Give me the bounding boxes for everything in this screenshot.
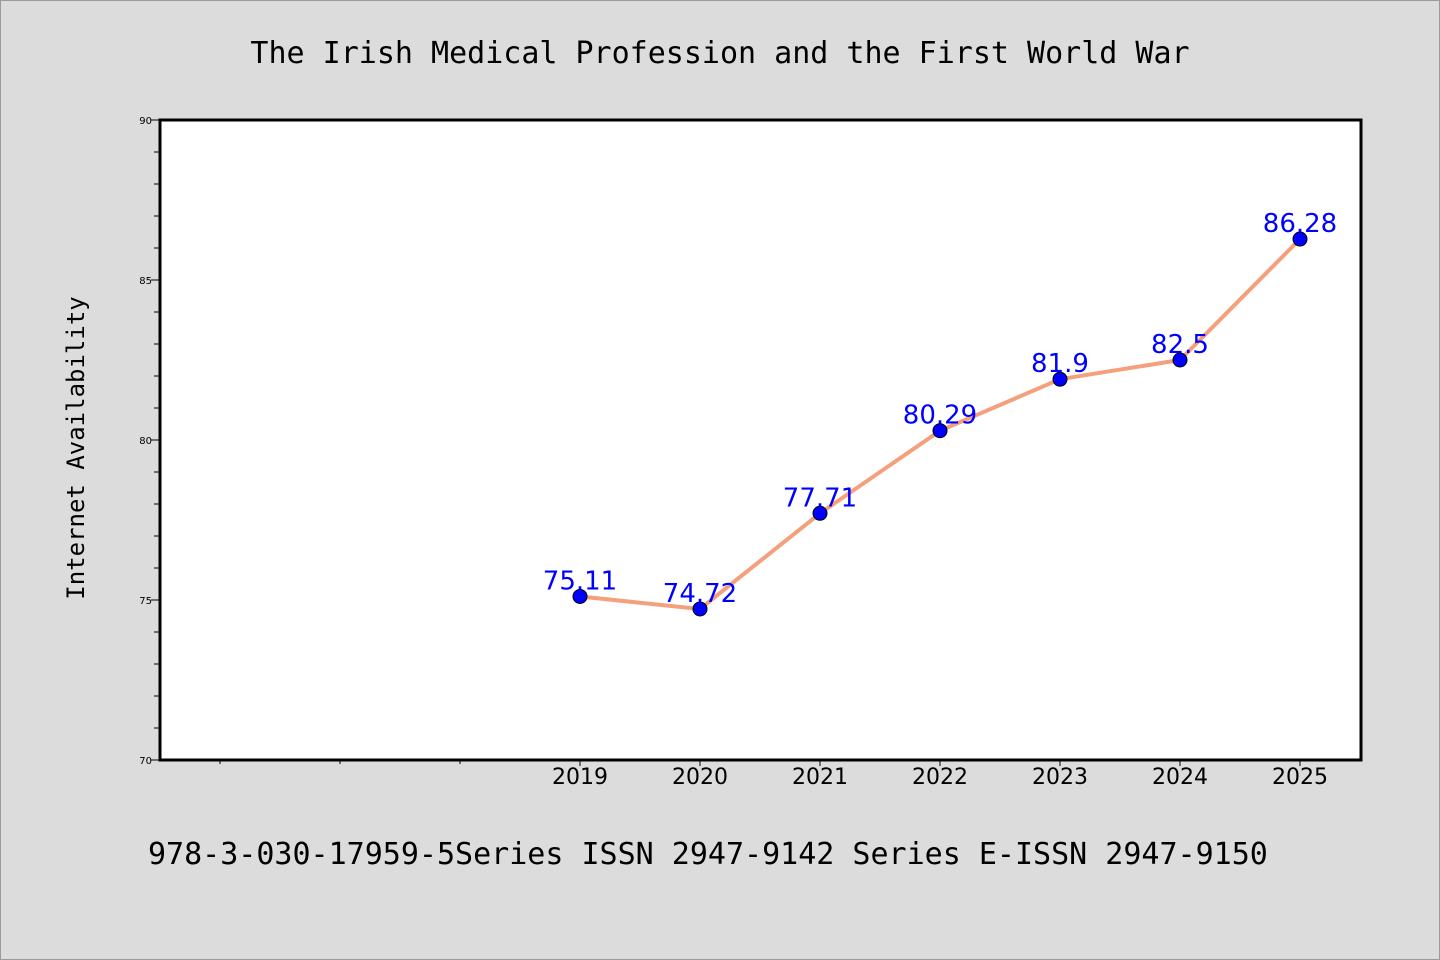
x-tick-label: 2019 (552, 765, 608, 790)
data-label-group: 75.11 74.72 77.71 80.29 81.9 82.5 86.28 (543, 209, 1337, 609)
y-axis-label: Internet Availability (62, 296, 90, 599)
data-label: 81.9 (1031, 349, 1089, 379)
y-axis: 70 75 80 85 90 (139, 116, 160, 767)
y-tick-label: 90 (139, 116, 152, 127)
footer-isbn-text: 978-3-030-17959-5Series ISSN 2947-9142 S… (148, 837, 1268, 872)
data-point-marker (692, 601, 708, 617)
data-label: 80.29 (903, 401, 977, 431)
data-point-marker (932, 423, 948, 439)
data-label: 74.72 (663, 579, 737, 609)
y-tick-label: 85 (139, 276, 152, 287)
data-label: 75.11 (543, 566, 617, 596)
x-tick-label: 2020 (672, 765, 728, 790)
data-label: 82.5 (1151, 330, 1209, 360)
x-tick-label: 2023 (1032, 765, 1088, 790)
data-point-marker (1172, 352, 1188, 368)
series-line-group (572, 231, 1308, 617)
x-tick-label: 2021 (792, 765, 848, 790)
y-tick-label: 70 (139, 756, 152, 767)
x-axis: 2019 2020 2021 2022 2023 2024 2025 (219, 760, 1328, 790)
x-tick-label: 2022 (912, 765, 968, 790)
chart-title: The Irish Medical Profession and the Fir… (250, 36, 1189, 71)
x-tick-label: 2024 (1152, 765, 1208, 790)
data-point-marker (812, 505, 828, 521)
data-point-marker (1052, 371, 1068, 387)
x-tick-label: 2025 (1272, 765, 1328, 790)
y-tick-label: 75 (139, 596, 152, 607)
y-tick-label: 80 (139, 436, 152, 447)
data-point-marker (572, 588, 588, 604)
data-point-marker (1292, 231, 1308, 247)
data-label: 86.28 (1263, 209, 1337, 239)
plot-area (158, 118, 1363, 762)
data-label: 77.71 (783, 483, 857, 513)
